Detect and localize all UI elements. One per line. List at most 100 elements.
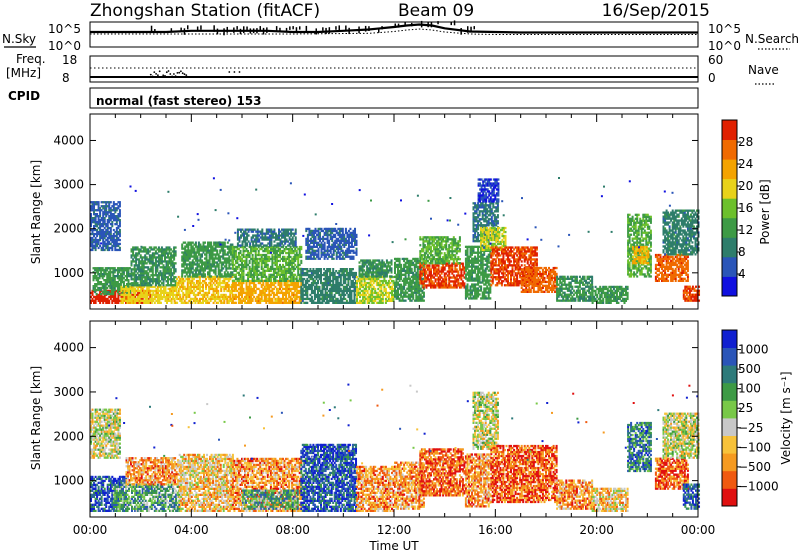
power-panel-cell — [153, 301, 156, 304]
power-panel-cell — [106, 297, 109, 301]
power-panel-cell — [97, 203, 100, 206]
power-panel-cell — [164, 287, 167, 291]
power-panel-cell — [297, 257, 300, 261]
power-panel-cell — [300, 301, 303, 304]
power-panel-cell — [210, 267, 213, 270]
power-panel-cell — [214, 255, 217, 258]
power-panel-cell — [223, 249, 226, 252]
power-panel-cell — [107, 285, 110, 288]
power-panel-cell — [97, 288, 100, 292]
power-panel-cell — [164, 289, 167, 293]
power-panel-cell — [194, 243, 197, 246]
power-panel-cell — [378, 295, 381, 299]
power-panel-cell — [219, 257, 222, 260]
power-panel-cell — [97, 299, 100, 302]
power-panel-cell — [300, 247, 303, 251]
power-panel-cell — [131, 293, 134, 297]
power-panel-cell — [104, 273, 107, 276]
nsky-burst-mark — [252, 28, 255, 34]
power-panel-cell — [279, 230, 282, 233]
power-panel-cell — [341, 229, 344, 233]
power-panel-cell — [344, 279, 347, 283]
power-panel-cell — [397, 289, 400, 292]
power-panel-cell — [346, 253, 349, 256]
power-panel-cell — [104, 285, 107, 288]
power-panel-cell — [101, 269, 104, 272]
power-panel-cell — [164, 258, 167, 261]
power-panel-cell — [400, 271, 403, 274]
power-panel-cell — [287, 230, 290, 233]
power-panel-cell — [112, 236, 115, 240]
power-panel-cell — [197, 251, 200, 254]
power-panel-cell — [390, 267, 393, 270]
power-panel-cell — [112, 281, 115, 284]
power-panel-cell — [176, 295, 179, 299]
power-panel-cell — [112, 273, 115, 276]
power-panel-cell — [198, 291, 201, 295]
power-panel-cell — [103, 217, 106, 220]
nsky-burst-mark — [470, 26, 472, 31]
power-panel-cell — [314, 257, 317, 260]
power-panel-cell — [128, 291, 131, 295]
power-panel-cell — [312, 273, 315, 277]
power-panel-cell — [394, 267, 397, 271]
power-panel-cell — [292, 275, 295, 278]
power-panel-cell — [372, 285, 375, 289]
power-panel-cell — [215, 279, 218, 283]
power-panel-cell — [100, 273, 103, 276]
power-panel-cell — [313, 291, 316, 295]
power-panel-cell — [390, 271, 393, 274]
power-panel-cell — [91, 299, 94, 302]
power-panel-cell — [257, 251, 260, 255]
power-panel-cell — [389, 277, 392, 281]
power-panel-cell — [366, 291, 369, 295]
power-panel-cell — [206, 295, 209, 299]
power-panel-cell — [95, 288, 98, 292]
power-panel-cell — [210, 275, 213, 278]
power-panel-cell — [100, 275, 103, 278]
power-panel-cell — [105, 215, 108, 218]
power-panel-cell — [355, 243, 358, 246]
power-panel-cell — [122, 283, 125, 286]
power-panel-cell — [104, 288, 107, 292]
power-panel-cell — [141, 289, 144, 293]
power-panel-cell — [340, 241, 343, 244]
power-panel-cell — [226, 271, 229, 274]
power-panel-cell — [317, 255, 320, 258]
power-panel-cell — [240, 230, 243, 233]
power-panel-cell — [275, 261, 278, 265]
power-panel-cell — [376, 265, 379, 268]
power-panel-cell — [273, 228, 276, 231]
power-panel-cell — [371, 293, 374, 297]
power-panel-cell — [348, 275, 351, 279]
power-panel-cell — [268, 259, 271, 263]
nave-point — [185, 74, 188, 76]
power-panel-cell — [384, 287, 387, 291]
power-panel-cell — [182, 295, 185, 299]
power-panel-cell — [112, 297, 115, 301]
power-panel-patch — [176, 275, 233, 304]
nsky-burst-mark — [200, 25, 202, 30]
power-panel-cell — [157, 282, 160, 285]
power-panel-cell — [350, 243, 353, 246]
freq-frame — [89, 55, 699, 83]
power-panel-cell — [236, 232, 239, 235]
power-panel-cell — [93, 205, 96, 208]
power-panel-cell — [107, 273, 110, 276]
power-panel-cell — [159, 284, 162, 287]
power-panel-cell — [118, 275, 121, 278]
nsky-burst-mark — [338, 25, 340, 32]
power-panel-cell — [306, 291, 309, 295]
power-panel-cell — [256, 228, 259, 231]
power-panel-cell — [368, 301, 371, 304]
nave-tick-bottom: 0 — [708, 71, 716, 85]
power-panel-cell — [280, 281, 283, 285]
power-panel-cell — [400, 275, 403, 278]
power-panel-cell — [254, 283, 257, 287]
power-panel-cell — [184, 269, 187, 272]
power-panel-cell — [288, 257, 291, 261]
power-panel-cell — [112, 201, 115, 204]
power-panel-cell — [314, 237, 317, 241]
power-panel-cell — [234, 281, 237, 285]
power-panel-cell — [200, 281, 203, 285]
